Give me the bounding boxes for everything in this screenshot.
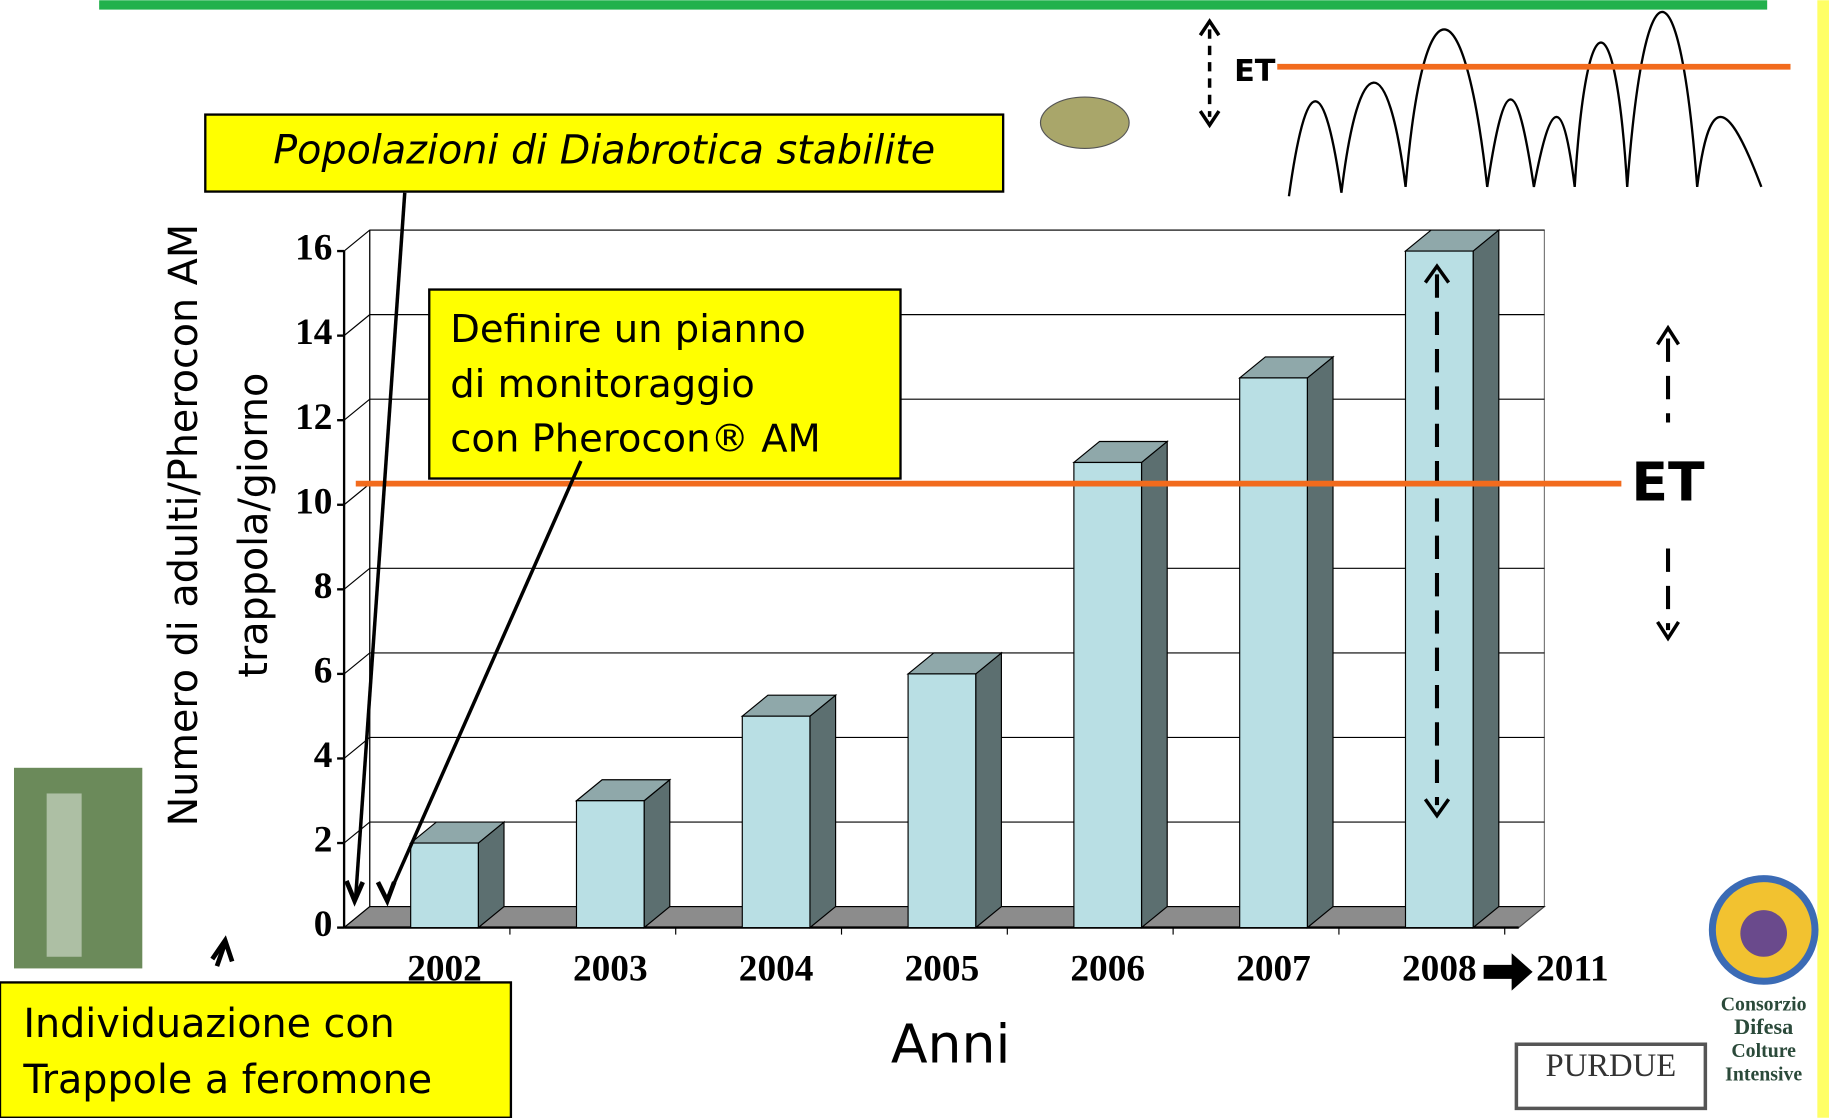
bar-side — [1307, 357, 1333, 928]
x-tick-label: 2007 — [1236, 948, 1311, 989]
y-tick-label: 4 — [314, 735, 333, 776]
annotation: Trappole a feromone — [22, 1057, 432, 1103]
bar — [1240, 378, 1308, 928]
annotation: Definire un pianno — [450, 307, 806, 352]
page: ET Popolazioni di Diabrotica stabilite A… — [0, 0, 1829, 1118]
grid-line — [344, 230, 370, 251]
x-extension-label: 2011 — [1536, 948, 1609, 989]
x-tick-label: 2003 — [573, 948, 648, 989]
grid-line — [344, 399, 370, 420]
x-tick-label: 2008 — [1402, 948, 1477, 989]
bar-side — [1142, 441, 1168, 927]
population-sketch — [1289, 12, 1761, 196]
side-band — [1817, 0, 1829, 1117]
logo-text: Consorzio — [1721, 993, 1807, 1015]
bar — [1405, 251, 1473, 928]
y-tick-label: 12 — [295, 397, 332, 438]
y-tick-label: 14 — [295, 312, 332, 353]
y-axis-title: trappola/giorno — [231, 373, 277, 678]
bar — [576, 801, 644, 928]
bar-side — [976, 653, 1002, 928]
bar — [411, 843, 479, 928]
extension-arrow — [1484, 953, 1533, 990]
grid-line — [344, 484, 370, 505]
consorzio-logo-detail — [1740, 910, 1787, 957]
logo-text: Intensive — [1725, 1063, 1802, 1085]
threshold-label: ET — [1631, 451, 1705, 514]
x-tick-label: 2006 — [1070, 948, 1145, 989]
y-tick-label: 0 — [314, 904, 333, 945]
bar-side — [1473, 230, 1499, 928]
bar — [908, 674, 976, 928]
corn-photo-detail — [47, 793, 82, 956]
logo-text: Colture — [1731, 1040, 1796, 1062]
slide: ET Popolazioni di Diabrotica stabilite A… — [0, 0, 1829, 1118]
sketch-label: ET — [1234, 54, 1276, 89]
bar — [742, 716, 810, 927]
y-axis-title: Numero di adulti/Pherocon AM — [161, 224, 207, 827]
x-axis-title: Anni — [891, 1012, 1011, 1075]
bar-side — [644, 780, 670, 928]
y-tick-label: 16 — [295, 228, 332, 269]
annotation: di monitoraggio — [450, 362, 755, 407]
grid-line — [344, 568, 370, 589]
x-tick-label: 2004 — [739, 948, 814, 989]
annotation: con Pherocon® AM — [450, 417, 820, 462]
bar — [1074, 462, 1142, 927]
y-tick-label: 2 — [314, 820, 333, 861]
grid-line — [344, 822, 370, 843]
x-tick-label: 2005 — [905, 948, 980, 989]
top-band — [99, 0, 1767, 9]
logo-text: PURDUE — [1546, 1048, 1677, 1084]
annotation: Popolazioni di Diabrotica stabilite — [273, 128, 935, 174]
grid-line — [344, 653, 370, 674]
y-tick-label: 8 — [314, 566, 333, 607]
logo-text: Difesa — [1734, 1014, 1793, 1039]
beetle-image — [1040, 97, 1129, 148]
grid-line — [344, 315, 370, 336]
y-tick-label: 10 — [295, 481, 332, 522]
bar-side — [810, 695, 836, 927]
annotation: Individuazione con — [23, 1001, 394, 1047]
y-tick-label: 6 — [314, 650, 333, 691]
